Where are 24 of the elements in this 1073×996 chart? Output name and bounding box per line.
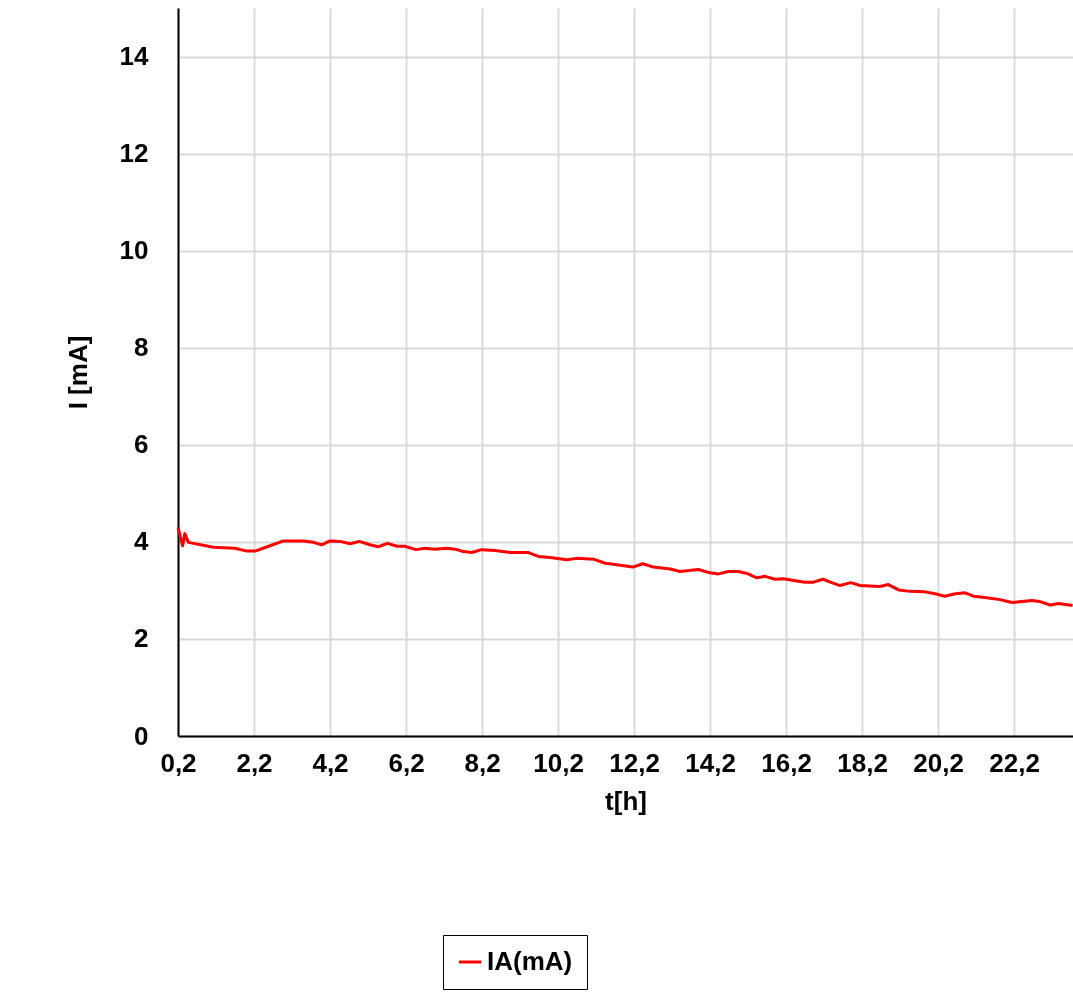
legend-label: IA(mA) xyxy=(487,946,573,976)
y-tick-label: 8 xyxy=(134,332,149,363)
x-axis-title: t[h] xyxy=(605,785,647,816)
y-tick-label: 2 xyxy=(134,623,149,654)
x-tick-label: 2,2 xyxy=(236,747,273,778)
x-tick-label: 4,2 xyxy=(312,747,349,778)
x-tick-label: 10,2 xyxy=(533,747,584,778)
x-tick-label: 14,2 xyxy=(685,747,736,778)
line-series xyxy=(176,525,1073,607)
y-tick-label: 12 xyxy=(119,138,149,169)
x-tick-label: 20,2 xyxy=(913,747,964,778)
y-tick-label: 4 xyxy=(134,526,150,557)
x-tick-label: 18,2 xyxy=(837,747,888,778)
y-axis-title: I [mA] xyxy=(62,335,93,410)
y-tick-label: 14 xyxy=(119,41,150,72)
y-tick-label: 0 xyxy=(134,720,149,751)
x-tick-label: 22,2 xyxy=(989,747,1040,778)
x-tick-label: 0,2 xyxy=(160,747,197,778)
x-tick-label: 6,2 xyxy=(388,747,425,778)
y-tick-label: 10 xyxy=(119,235,149,266)
x-tick-label: 12,2 xyxy=(609,747,660,778)
x-tick-label: 8,2 xyxy=(464,747,501,778)
y-tick-label: 6 xyxy=(134,429,149,460)
x-tick-label: 16,2 xyxy=(761,747,812,778)
